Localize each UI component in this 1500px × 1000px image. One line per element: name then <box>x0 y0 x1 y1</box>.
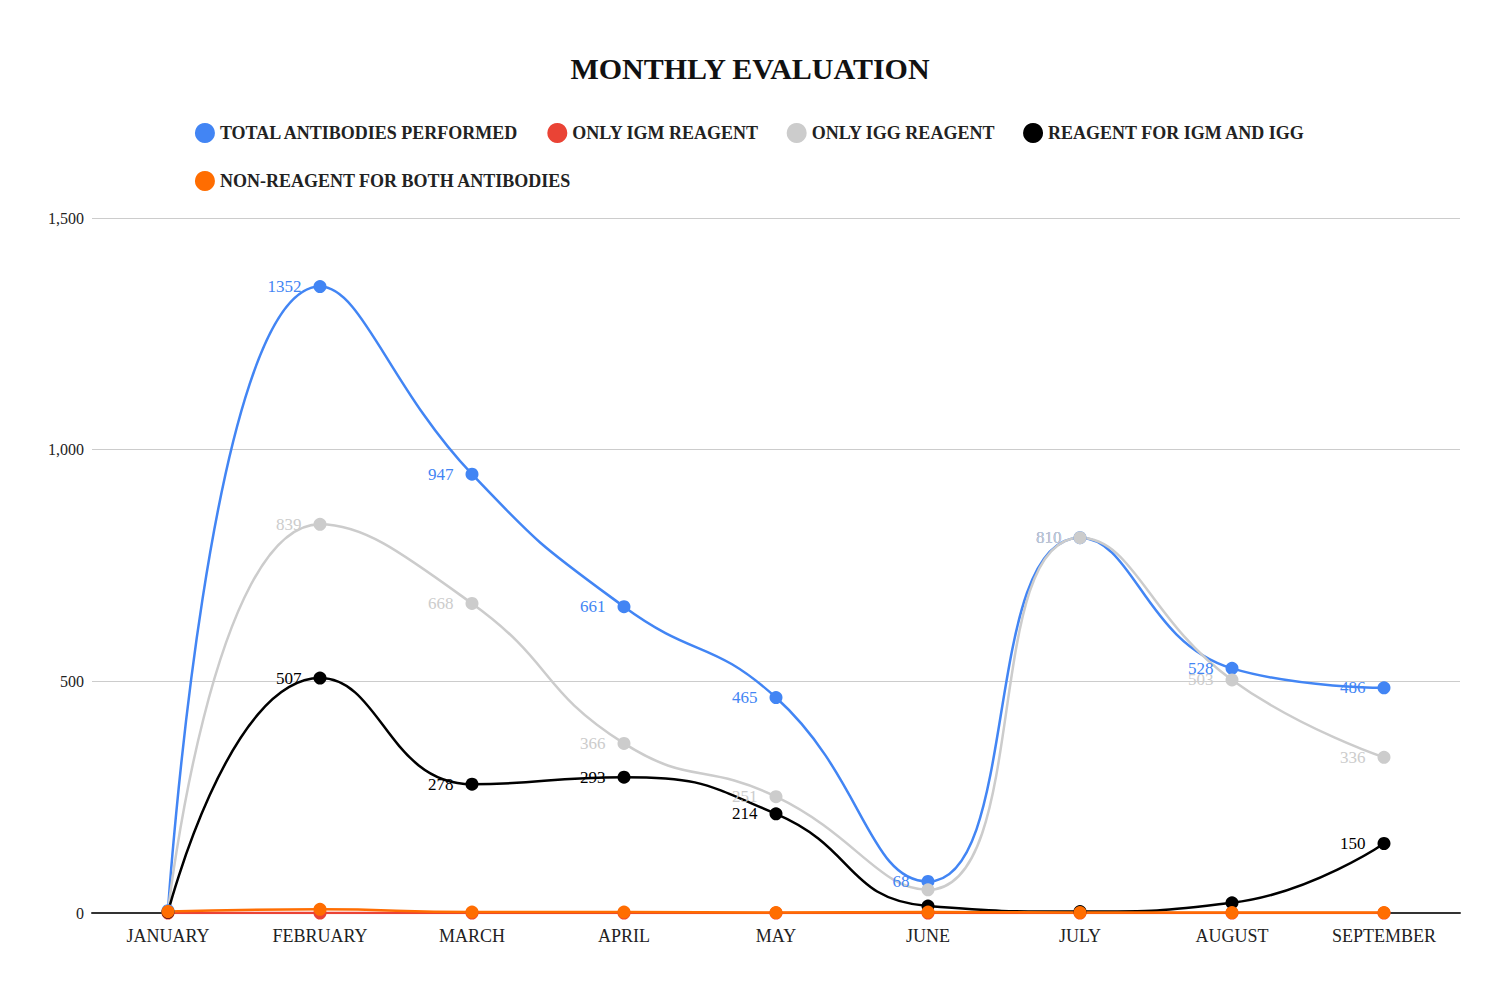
svg-text:JUNE: JUNE <box>906 926 950 946</box>
svg-text:500: 500 <box>60 673 84 690</box>
svg-text:APRIL: APRIL <box>598 926 650 946</box>
svg-text:486: 486 <box>1340 678 1366 697</box>
svg-text:1,500: 1,500 <box>48 210 84 227</box>
svg-text:278: 278 <box>428 775 454 794</box>
svg-text:293: 293 <box>580 768 606 787</box>
svg-text:MAY: MAY <box>756 926 796 946</box>
svg-text:336: 336 <box>1340 748 1366 767</box>
svg-text:ONLY IGG REAGENT: ONLY IGG REAGENT <box>812 123 995 143</box>
svg-text:ONLY IGM REAGENT: ONLY IGM REAGENT <box>572 123 758 143</box>
svg-text:366: 366 <box>580 734 606 753</box>
svg-text:947: 947 <box>428 465 454 484</box>
svg-text:1352: 1352 <box>268 277 302 296</box>
svg-text:JULY: JULY <box>1059 926 1101 946</box>
svg-text:0: 0 <box>76 905 84 922</box>
svg-text:507: 507 <box>276 669 302 688</box>
svg-text:SEPTEMBER: SEPTEMBER <box>1332 926 1436 946</box>
svg-text:AUGUST: AUGUST <box>1195 926 1268 946</box>
svg-text:668: 668 <box>428 594 454 613</box>
svg-text:68: 68 <box>893 872 910 891</box>
svg-text:MONTHLY EVALUATION: MONTHLY EVALUATION <box>570 52 930 85</box>
svg-text:503: 503 <box>1188 670 1214 689</box>
svg-text:NON-REAGENT FOR BOTH ANTIBODIE: NON-REAGENT FOR BOTH ANTIBODIES <box>220 171 570 191</box>
svg-text:150: 150 <box>1340 834 1366 853</box>
svg-text:465: 465 <box>732 688 758 707</box>
svg-text:214: 214 <box>732 804 758 823</box>
svg-text:1,000: 1,000 <box>48 441 84 458</box>
svg-text:810: 810 <box>1036 528 1062 547</box>
svg-text:839: 839 <box>276 515 302 534</box>
svg-text:REAGENT FOR IGM AND IGG: REAGENT FOR IGM AND IGG <box>1048 123 1304 143</box>
svg-text:JANUARY: JANUARY <box>126 926 209 946</box>
svg-text:TOTAL ANTIBODIES PERFORMED: TOTAL ANTIBODIES PERFORMED <box>220 123 517 143</box>
svg-text:810: 810 <box>1036 528 1062 547</box>
svg-text:FEBRUARY: FEBRUARY <box>272 926 367 946</box>
svg-text:251: 251 <box>732 787 758 806</box>
svg-text:MARCH: MARCH <box>439 926 505 946</box>
svg-text:528: 528 <box>1188 658 1214 678</box>
svg-text:661: 661 <box>580 597 606 616</box>
